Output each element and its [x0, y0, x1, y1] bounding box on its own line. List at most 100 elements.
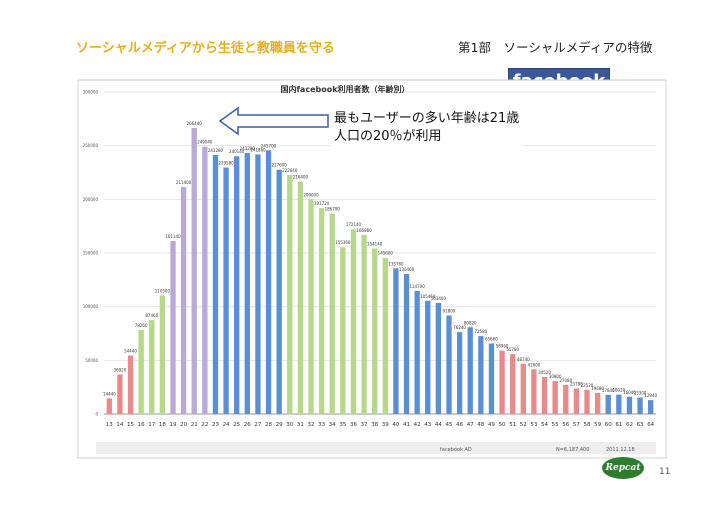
- bar-age-49: [488, 343, 495, 414]
- bar-age-35: [340, 247, 346, 414]
- x-tick-label: 53: [530, 422, 537, 428]
- y-tick-label: 300000: [83, 90, 99, 95]
- bar-value-label: 65660: [485, 337, 498, 342]
- x-tick-label: 43: [424, 422, 431, 428]
- x-tick-label: 30: [286, 422, 293, 428]
- bar-value-label: 166960: [356, 228, 372, 233]
- bar-age-21: [191, 128, 197, 415]
- bar-age-46: [456, 332, 463, 414]
- bar-value-label: 114700: [410, 284, 426, 289]
- bar-value-label: 23780: [570, 381, 583, 386]
- bar-value-label: 243280: [240, 146, 256, 151]
- bar-age-30: [287, 175, 293, 414]
- bar-age-14: [117, 374, 123, 414]
- chart-title: 国内facebook利用者数（年齢別）: [280, 84, 409, 94]
- bar-age-27: [255, 154, 261, 414]
- x-tick-label: 19: [170, 422, 177, 428]
- bar-value-label: 241280: [208, 148, 224, 153]
- bar-value-label: 103400: [431, 296, 447, 301]
- x-tick-label: 32: [308, 422, 315, 428]
- x-tick-label: 48: [477, 422, 484, 428]
- x-tick-labels: 13 14 15 16 17 18 19 20 21 22 23 24 25 26 27 28 29 30 31 32…: [106, 422, 655, 428]
- bar-value-label: 12940: [644, 393, 657, 398]
- bar-value-label: 130460: [399, 267, 415, 272]
- bar-age-13: [106, 398, 112, 414]
- bar-age-15: [127, 355, 134, 414]
- x-tick-label: 57: [573, 422, 580, 428]
- x-tick-label: 41: [403, 422, 410, 428]
- footer-bar: [96, 442, 656, 454]
- y-tick-label: 200000: [83, 197, 99, 202]
- slide-title: ソーシャルメディアから生徒と教職員を守る: [76, 41, 335, 56]
- total-label: N=6,187,400: [556, 447, 589, 453]
- x-tick-label: 34: [329, 422, 336, 428]
- x-tick-label: 51: [509, 422, 516, 428]
- bar-age-45: [446, 315, 452, 414]
- callout-line-1: 最もユーザーの多い年齢は21歳: [334, 111, 520, 126]
- x-tick-label: 56: [562, 422, 569, 428]
- bars: [106, 128, 654, 415]
- x-tick-label: 44: [435, 422, 442, 428]
- x-tick-label: 22: [201, 422, 208, 428]
- bar-age-31: [297, 181, 304, 414]
- bar-age-51: [510, 354, 516, 414]
- bar-value-label: 54440: [124, 349, 137, 354]
- bar-value-label: 18020: [612, 388, 625, 393]
- bar-value-label: 266440: [187, 121, 203, 126]
- bar-age-25: [234, 156, 240, 414]
- bar-value-label: 145600: [378, 251, 394, 256]
- y-tick-label: 0: [95, 412, 98, 417]
- bar-age-28: [265, 150, 272, 415]
- bar-age-55: [552, 380, 558, 414]
- bar-age-54: [541, 376, 548, 414]
- y-tick-label: 150000: [83, 251, 99, 256]
- bar-age-37: [361, 234, 367, 414]
- x-tick-label: 47: [467, 422, 474, 428]
- bar-age-41: [403, 273, 410, 414]
- y-tick-labels: 0 50000 100000 150000 200000 250000 300000: [83, 90, 99, 417]
- bar-value-label: 19680: [591, 386, 604, 391]
- x-tick-label: 49: [488, 422, 495, 428]
- bar-age-52: [520, 363, 526, 414]
- x-tick-label: 31: [297, 422, 304, 428]
- bar-age-48: [478, 336, 484, 414]
- bar-value-label: 105460: [420, 294, 436, 299]
- bar-value-label: 227600: [272, 163, 288, 168]
- bar-value-label: 14440: [103, 392, 116, 397]
- x-tick-label: 33: [318, 422, 325, 428]
- x-tick-label: 28: [265, 422, 272, 428]
- bar-age-36: [350, 229, 357, 414]
- x-tick-label: 39: [382, 422, 389, 428]
- bar-age-58: [584, 389, 590, 414]
- x-tick-label: 38: [371, 422, 378, 428]
- x-tick-label: 25: [233, 422, 240, 428]
- bar-age-23: [212, 155, 219, 415]
- brand-logo: Repcat: [602, 457, 644, 479]
- bar-age-40: [393, 268, 399, 414]
- x-tick-label: 58: [584, 422, 591, 428]
- bar-value-label: 200000: [303, 192, 319, 197]
- bar-value-label: 229580: [218, 161, 234, 166]
- bar-value-label: 216400: [293, 175, 309, 180]
- bar-value-label: 55780: [506, 347, 519, 352]
- bar-age-60: [605, 394, 611, 414]
- bar-value-label: 161140: [165, 234, 181, 239]
- bar-value-label: 78260: [135, 323, 148, 328]
- x-tick-label: 54: [541, 422, 548, 428]
- x-tick-label: 27: [254, 422, 261, 428]
- bar-age-39: [382, 257, 388, 414]
- x-tick-label: 61: [615, 422, 622, 428]
- callout-box: 最もユーザーの多い年齢は21歳 人口の20％が利用: [330, 108, 524, 148]
- bar-age-19: [170, 241, 176, 414]
- x-tick-label: 52: [520, 422, 527, 428]
- bar-age-61: [616, 394, 622, 414]
- bar-age-33: [318, 208, 325, 414]
- bar-value-label: 91800: [443, 308, 456, 313]
- x-tick-label: 29: [276, 422, 283, 428]
- bar-age-63: [637, 397, 643, 414]
- bar-age-18: [159, 295, 166, 414]
- bar-value-label: 245700: [261, 143, 277, 148]
- bar-age-32: [308, 199, 314, 414]
- source-label: facebook AD: [440, 447, 472, 453]
- page-number: 11: [659, 467, 671, 477]
